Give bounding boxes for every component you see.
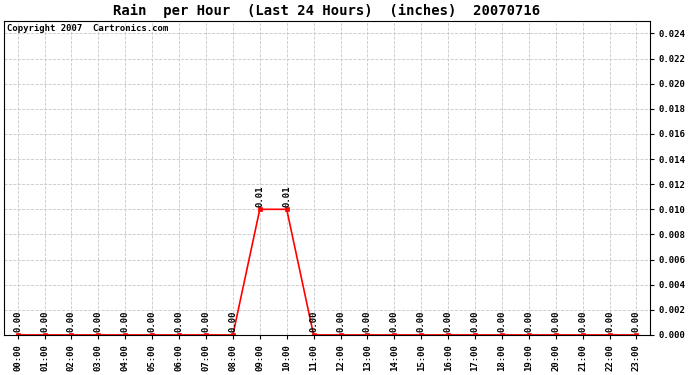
Text: 0.00: 0.00 xyxy=(632,310,641,332)
Text: Copyright 2007  Cartronics.com: Copyright 2007 Cartronics.com xyxy=(8,24,168,33)
Text: 0.01: 0.01 xyxy=(282,185,291,207)
Text: 0.00: 0.00 xyxy=(67,310,76,332)
Text: 0.00: 0.00 xyxy=(471,310,480,332)
Text: 0.00: 0.00 xyxy=(94,310,103,332)
Text: 0.00: 0.00 xyxy=(309,310,318,332)
Text: 0.00: 0.00 xyxy=(201,310,210,332)
Text: 0.01: 0.01 xyxy=(255,185,264,207)
Title: Rain  per Hour  (Last 24 Hours)  (inches)  20070716: Rain per Hour (Last 24 Hours) (inches) 2… xyxy=(113,4,540,18)
Text: 0.00: 0.00 xyxy=(551,310,560,332)
Text: 0.00: 0.00 xyxy=(605,310,614,332)
Text: 0.00: 0.00 xyxy=(497,310,506,332)
Text: 0.00: 0.00 xyxy=(417,310,426,332)
Text: 0.00: 0.00 xyxy=(363,310,372,332)
Text: 0.00: 0.00 xyxy=(228,310,237,332)
Text: 0.00: 0.00 xyxy=(444,310,453,332)
Text: 0.00: 0.00 xyxy=(13,310,22,332)
Text: 0.00: 0.00 xyxy=(336,310,345,332)
Text: 0.00: 0.00 xyxy=(175,310,184,332)
Text: 0.00: 0.00 xyxy=(390,310,399,332)
Text: 0.00: 0.00 xyxy=(578,310,587,332)
Text: 0.00: 0.00 xyxy=(121,310,130,332)
Text: 0.00: 0.00 xyxy=(40,310,49,332)
Text: 0.00: 0.00 xyxy=(524,310,533,332)
Text: 0.00: 0.00 xyxy=(148,310,157,332)
